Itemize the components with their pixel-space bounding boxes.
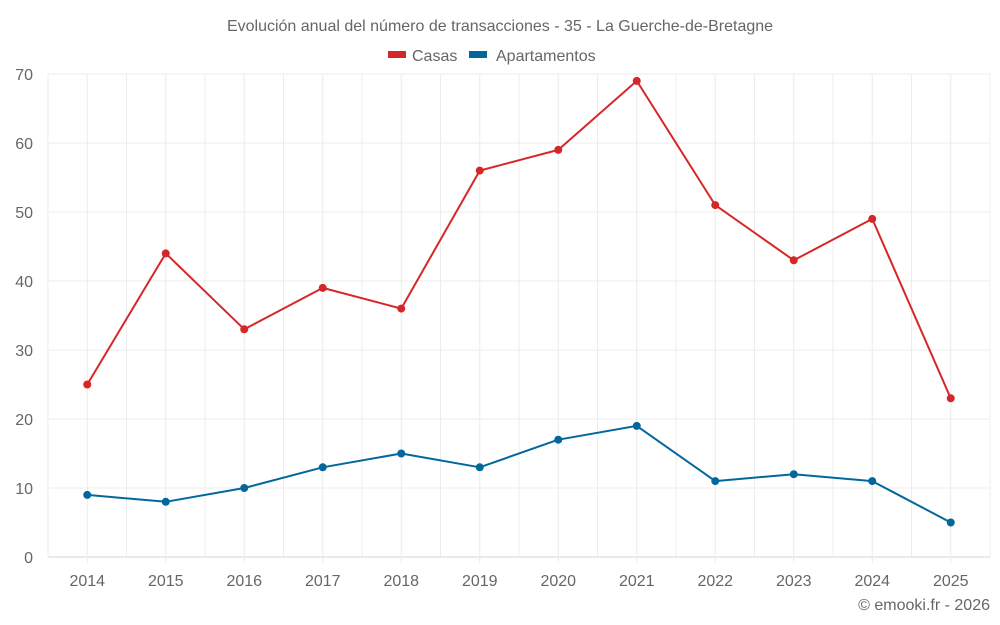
x-tick-label: 2020 xyxy=(540,573,576,590)
data-point-apartamentos xyxy=(554,435,563,444)
x-tick-label: 2018 xyxy=(383,573,419,590)
x-tick-label: 2025 xyxy=(933,573,969,590)
data-point-apartamentos xyxy=(711,477,720,486)
data-point-casas xyxy=(318,283,327,292)
legend-swatch-apartamentos xyxy=(469,51,487,58)
x-axis: 2014 2015 2016 2017 2018 2019 2020 2021 2022 2023… xyxy=(69,573,968,590)
data-point-casas xyxy=(711,201,720,210)
x-tick-label: 2019 xyxy=(462,573,498,590)
data-point-apartamentos xyxy=(946,518,955,527)
y-tick-label: 50 xyxy=(15,205,33,222)
data-point-apartamentos xyxy=(318,463,327,472)
y-tick-label: 40 xyxy=(15,274,33,291)
credit-text: © emooki.fr - 2026 xyxy=(858,597,990,614)
y-tick-label: 0 xyxy=(24,550,33,567)
chart-title: Evolución anual del número de transaccio… xyxy=(227,18,773,35)
legend-label-casas: Casas xyxy=(412,48,457,65)
x-tick-label: 2016 xyxy=(226,573,262,590)
y-tick-label: 20 xyxy=(15,412,33,429)
data-point-casas xyxy=(397,304,406,313)
series-apartamentos xyxy=(83,421,955,527)
x-tick-label: 2021 xyxy=(619,573,655,590)
data-point-apartamentos xyxy=(868,477,877,486)
data-point-casas xyxy=(240,325,249,334)
data-point-apartamentos xyxy=(397,449,406,458)
legend-swatch-casas xyxy=(388,51,406,58)
y-axis: 0 10 20 30 40 50 60 70 xyxy=(15,67,33,567)
y-tick-label: 10 xyxy=(15,481,33,498)
x-tick-label: 2017 xyxy=(305,573,341,590)
series-group xyxy=(83,76,955,527)
x-tick-label: 2024 xyxy=(854,573,890,590)
x-tick-label: 2022 xyxy=(697,573,733,590)
data-point-apartamentos xyxy=(475,463,484,472)
legend-label-apartamentos: Apartamentos xyxy=(496,48,596,65)
data-point-casas xyxy=(789,256,798,265)
series-line-casas xyxy=(86,79,952,399)
data-point-casas xyxy=(161,249,170,258)
x-tick-label: 2015 xyxy=(148,573,184,590)
data-point-casas xyxy=(475,166,484,175)
grid xyxy=(47,73,991,563)
x-tick-label: 2014 xyxy=(69,573,105,590)
data-point-apartamentos xyxy=(632,421,641,430)
series-casas xyxy=(83,76,955,403)
y-tick-label: 30 xyxy=(15,343,33,360)
data-point-casas xyxy=(946,394,955,403)
y-tick-label: 70 xyxy=(15,67,33,84)
series-line-apartamentos xyxy=(87,424,952,524)
data-point-apartamentos xyxy=(789,470,798,479)
data-point-casas xyxy=(632,76,641,85)
data-point-apartamentos xyxy=(240,484,249,492)
data-point-apartamentos xyxy=(83,490,92,499)
legend: Casas Apartamentos xyxy=(388,48,596,65)
x-tick-label: 2023 xyxy=(776,573,812,590)
y-tick-label: 60 xyxy=(15,136,33,153)
data-point-casas xyxy=(868,214,877,223)
data-point-apartamentos xyxy=(161,497,170,506)
data-point-casas xyxy=(83,380,92,389)
data-point-casas xyxy=(554,145,563,154)
